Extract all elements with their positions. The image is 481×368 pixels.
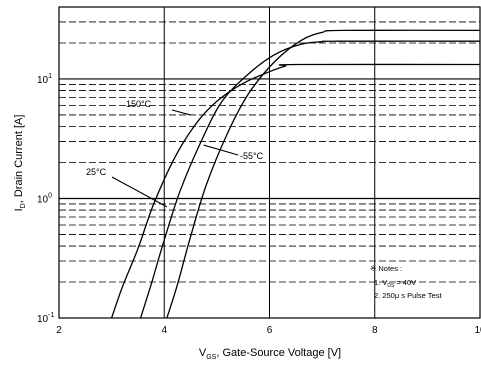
y-tick-label: 10-1 [37,312,54,325]
annotation-label: 150°C [126,99,152,109]
tick-labels: 2 4 6 8 10 10-1 100 101 [37,73,481,336]
x-axis-label: VGS, Gate-Source Voltage [V] [199,347,341,361]
annotation-leader [171,109,191,116]
notes-line-1: 1. VDS = 40V [374,278,416,289]
annotation-label: 25°C [86,167,107,177]
notes-box: ※ Notes : 1. VDS = 40V 2. 250μ s Pulse T… [370,264,442,300]
x-tick-label: 2 [56,325,62,336]
y-tick-label: 100 [37,192,52,205]
y-axis-label: ID, Drain Current [A] [13,115,27,212]
series-25c-line [139,40,480,318]
x-tick-label: 10 [474,325,481,336]
annotation-label: -55°C [240,151,264,161]
grid [59,7,480,318]
x-tick-label: 4 [161,325,167,336]
annotation-leader [203,144,239,156]
annotations: 150°C 25°C -55°C [86,99,264,208]
curves [110,29,480,318]
series--55c-line [166,29,480,318]
y-tick-label: 101 [37,73,52,86]
series-150c-line [110,63,480,318]
x-tick-label: 8 [372,325,378,336]
notes-line-2: 2. 250μ s Pulse Test [374,291,442,300]
x-tick-label: 6 [267,325,273,336]
annotation-leader [111,176,168,208]
plot-frame [58,6,481,319]
notes-title: ※ Notes : [370,264,402,273]
